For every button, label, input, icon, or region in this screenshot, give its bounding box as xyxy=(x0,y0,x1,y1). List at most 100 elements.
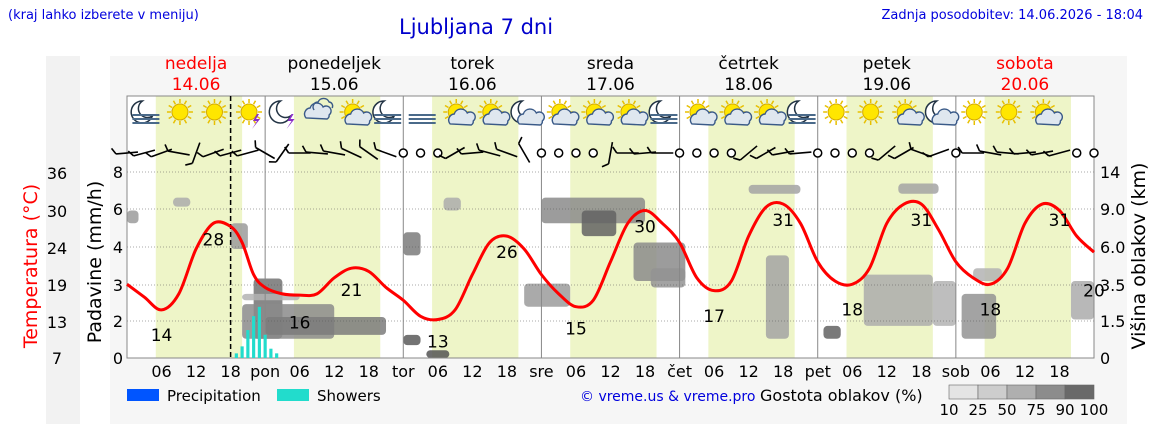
cloud-patch xyxy=(581,210,617,237)
moon-shape xyxy=(372,100,396,124)
lightning-bolt xyxy=(286,114,295,129)
x-tick-label: 06 xyxy=(980,362,1000,381)
sun-ray xyxy=(449,100,453,105)
wind-shaft xyxy=(877,145,896,161)
wind-barb xyxy=(110,147,139,155)
day-name: četrtek xyxy=(718,54,779,74)
wind-shaft xyxy=(517,143,531,163)
sun-ray xyxy=(962,104,967,109)
temperature-tick-label: 36 xyxy=(47,164,67,183)
moon-fog-icon xyxy=(648,100,678,124)
x-tick-label: 12 xyxy=(877,362,897,381)
wind-barb xyxy=(358,139,379,160)
wind-shaft xyxy=(275,143,290,163)
x-tick-label: 06 xyxy=(842,362,862,381)
sun-ray xyxy=(237,115,242,120)
temperature-tick-label: 13 xyxy=(47,313,67,332)
wind-barb xyxy=(871,145,896,161)
weather-icons-row xyxy=(130,97,1064,129)
cloud-density-swatch xyxy=(1035,384,1066,400)
wind-shaft xyxy=(772,150,795,156)
day-date: 16.06 xyxy=(448,75,497,95)
sun-ray xyxy=(878,104,883,109)
wind-barb xyxy=(319,144,346,156)
wind-feather xyxy=(766,149,773,156)
sun-ray xyxy=(548,104,553,109)
cloud-patch xyxy=(898,183,939,194)
sun-ray xyxy=(256,115,261,120)
sun-ray xyxy=(863,100,867,105)
sun-ray xyxy=(1012,100,1016,105)
sun-ray xyxy=(444,104,449,109)
wind-barb xyxy=(957,146,985,154)
moon-fog-icon xyxy=(372,100,402,124)
sun-ray xyxy=(978,100,982,105)
sun-ray xyxy=(582,104,587,109)
sun-ray xyxy=(252,100,257,105)
sun-ray xyxy=(1016,115,1021,120)
legend-label: Showers xyxy=(317,387,381,405)
sun-ray xyxy=(479,115,484,120)
sun-ray xyxy=(632,100,637,105)
x-tick-label: pet xyxy=(805,362,831,381)
wind-shaft xyxy=(910,148,932,158)
wind-shaft xyxy=(167,150,190,156)
shower-bar xyxy=(252,316,256,358)
sun-ray xyxy=(1001,100,1005,105)
credit-link[interactable]: © vreme.us & vreme.pro xyxy=(580,389,755,405)
precip-tick-label: 3 xyxy=(113,276,123,295)
page-title: Ljubljana 7 dni xyxy=(399,15,554,39)
sun-ray xyxy=(207,100,211,105)
sun-ray xyxy=(1047,100,1051,105)
sun-ray xyxy=(617,115,622,120)
temperature-label: 31 xyxy=(772,211,794,231)
wind-barb xyxy=(749,146,776,160)
wind-feather xyxy=(301,145,307,153)
region-hint[interactable]: (kraj lahko izberete v meniju) xyxy=(8,8,199,23)
cloud-patch xyxy=(961,293,997,339)
wind-shaft xyxy=(755,146,776,160)
wind-feather xyxy=(254,140,257,148)
wind-feather xyxy=(1008,147,1015,155)
sun-cloud-icon xyxy=(1030,99,1064,126)
temperature-label: 16 xyxy=(289,313,311,333)
sun-cloud-icon xyxy=(339,99,373,126)
sun-disc xyxy=(1000,103,1018,121)
x-tick-label: 06 xyxy=(428,362,448,381)
sun-ray xyxy=(360,104,365,109)
sun-ray xyxy=(967,119,971,124)
cloud-patch xyxy=(426,350,450,358)
wind-feather xyxy=(284,146,290,154)
sun-cloud-icon xyxy=(443,99,476,126)
cloud-shape xyxy=(303,102,332,120)
wind-feather xyxy=(319,144,325,152)
sun-ray xyxy=(341,104,346,109)
wind-barb xyxy=(601,142,614,168)
wind-feather xyxy=(975,144,981,152)
sun-disc xyxy=(205,103,223,121)
sun-ray xyxy=(859,115,864,120)
wind-calm-circle xyxy=(709,148,719,158)
wind-calm-circle xyxy=(1071,148,1082,158)
wind-row xyxy=(110,136,1099,168)
cloud-height-tick-label: 14 xyxy=(1100,163,1120,182)
precip-tick-label: 0 xyxy=(113,349,123,368)
cloud-patch xyxy=(403,334,421,346)
moon-shape xyxy=(648,100,673,124)
wind-feather xyxy=(358,139,361,147)
x-tick-label: sre xyxy=(529,362,553,381)
sun-ray xyxy=(843,115,848,120)
sun-ray xyxy=(701,100,706,105)
wind-calm-circle xyxy=(847,148,857,158)
wind-barb xyxy=(475,143,501,157)
wind-barb xyxy=(268,143,290,163)
cloud-patch xyxy=(265,316,387,335)
cloud-density-tick: 100 xyxy=(1080,401,1109,419)
x-tick-label: sob xyxy=(942,362,970,381)
x-tick-label: 12 xyxy=(1015,362,1035,381)
x-axis-ticks: 06 12 18 pon 06 12 18 tor 06 12 18 sre 06 12 18 čet 06 12… xyxy=(151,362,1069,381)
wind-barb xyxy=(127,149,156,157)
sun-ray xyxy=(498,104,503,109)
wind-shaft xyxy=(979,150,1002,156)
wind-barb xyxy=(438,146,466,160)
